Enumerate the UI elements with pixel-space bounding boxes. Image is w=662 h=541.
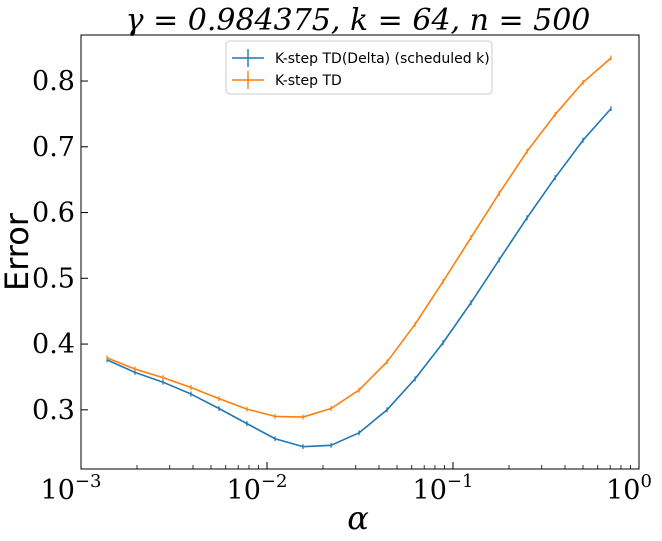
legend-box bbox=[225, 40, 493, 95]
y-tick-label: 0.5 bbox=[32, 263, 75, 294]
series-line-0 bbox=[106, 108, 612, 448]
plot-frame bbox=[80, 34, 640, 470]
legend: K-step TD(Delta) (scheduled k) K-step TD bbox=[225, 40, 493, 95]
y-axis-ticks: 0.3 0.4 0.5 0.6 0.7 0.8 bbox=[32, 66, 88, 426]
x-tick-label-base: 10 bbox=[413, 475, 447, 506]
x-tick-label: 100 bbox=[606, 471, 652, 506]
x-tick-label-exponent: −2 bbox=[261, 471, 288, 492]
x-tick-label-exponent: 0 bbox=[640, 471, 651, 492]
x-tick-label-base: 10 bbox=[227, 475, 261, 506]
y-tick-label: 0.3 bbox=[32, 395, 75, 426]
y-tick-label: 0.8 bbox=[32, 66, 75, 97]
x-tick-label: 10−2 bbox=[227, 471, 288, 506]
x-axis-label: α bbox=[347, 499, 369, 537]
chart-title: γ = 0.984375, k = 64, n = 500 bbox=[126, 3, 591, 38]
x-tick-label-base: 10 bbox=[41, 475, 75, 506]
legend-label: K-step TD(Delta) (scheduled k) bbox=[275, 51, 490, 67]
legend-label: K-step TD bbox=[275, 73, 342, 89]
x-tick-label: 10−3 bbox=[41, 471, 102, 506]
series-line-1 bbox=[106, 57, 612, 418]
x-tick-label: 10−1 bbox=[413, 471, 474, 506]
x-tick-label-exponent: −3 bbox=[75, 471, 102, 492]
x-tick-label-base: 10 bbox=[606, 475, 640, 506]
y-tick-label: 0.7 bbox=[32, 132, 75, 163]
series-layer bbox=[106, 55, 612, 450]
x-tick-label-exponent: −1 bbox=[447, 471, 474, 492]
y-tick-label: 0.6 bbox=[32, 198, 75, 229]
y-tick-label: 0.4 bbox=[32, 329, 75, 360]
x-axis-ticks: 10−3 10−2 10−1 100 bbox=[41, 462, 652, 506]
y-axis-label: Error bbox=[0, 212, 36, 291]
